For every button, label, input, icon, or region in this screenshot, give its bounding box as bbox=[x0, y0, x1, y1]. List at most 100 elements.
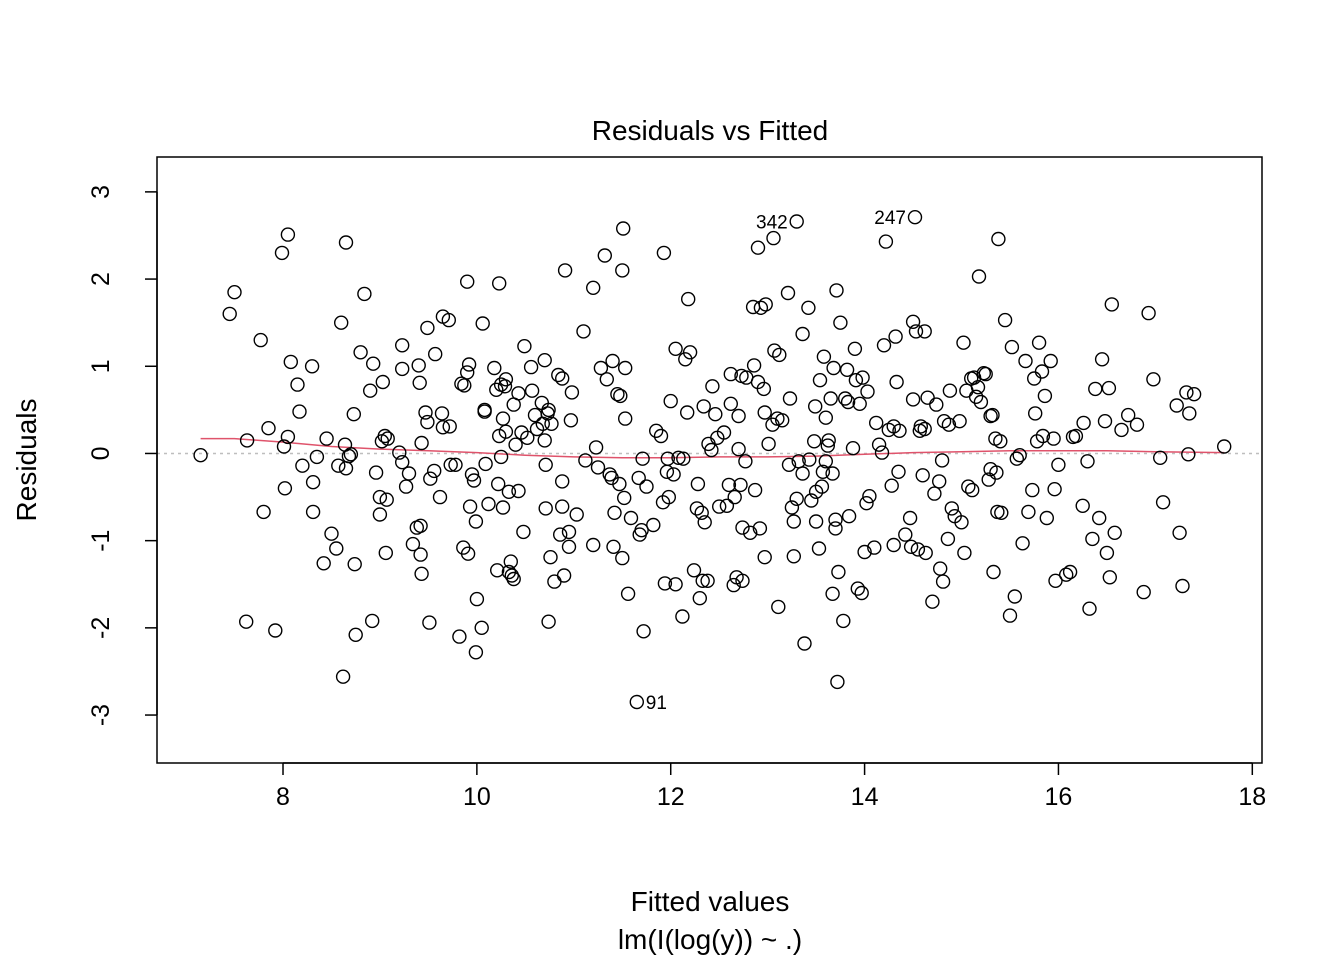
data-point bbox=[1051, 457, 1066, 472]
y-tick-label: 1 bbox=[87, 359, 115, 373]
data-point bbox=[802, 452, 817, 467]
data-point bbox=[414, 435, 429, 451]
point-label: 342 bbox=[756, 213, 788, 234]
data-point bbox=[395, 338, 410, 353]
point-label: 91 bbox=[646, 693, 667, 714]
data-point bbox=[599, 372, 614, 387]
data-point bbox=[676, 451, 691, 466]
data-point bbox=[874, 445, 890, 460]
data-point bbox=[615, 550, 630, 566]
data-point bbox=[487, 360, 502, 376]
data-point bbox=[520, 430, 535, 445]
data-point bbox=[781, 457, 797, 472]
data-point bbox=[612, 476, 627, 492]
data-point bbox=[276, 439, 292, 454]
data-point bbox=[757, 405, 772, 420]
data-point bbox=[395, 455, 410, 470]
y-axis-label: Residuals bbox=[11, 399, 42, 522]
data-point bbox=[1146, 372, 1161, 387]
data-point bbox=[942, 383, 958, 398]
data-point bbox=[1002, 608, 1018, 623]
data-point bbox=[756, 381, 771, 397]
data-point bbox=[435, 420, 451, 435]
data-point bbox=[989, 465, 1004, 480]
data-point bbox=[290, 377, 305, 392]
smooth-line bbox=[200, 437, 1225, 459]
data-point bbox=[561, 524, 577, 540]
data-point bbox=[615, 263, 630, 278]
data-point bbox=[784, 500, 800, 515]
data-point bbox=[561, 539, 577, 554]
data-point bbox=[280, 429, 296, 445]
data-point bbox=[884, 478, 899, 493]
data-point bbox=[898, 527, 913, 542]
data-point bbox=[965, 482, 980, 498]
data-point bbox=[460, 274, 475, 289]
data-point bbox=[372, 489, 388, 505]
data-point bbox=[378, 545, 393, 561]
data-point bbox=[338, 235, 354, 250]
data-point bbox=[602, 467, 617, 482]
data-point bbox=[1048, 573, 1063, 588]
data-point bbox=[309, 449, 325, 465]
data-point bbox=[680, 405, 695, 420]
data-point bbox=[461, 357, 477, 372]
data-point bbox=[544, 416, 559, 431]
data-point bbox=[871, 437, 887, 452]
data-point bbox=[801, 300, 816, 315]
data-point bbox=[646, 517, 661, 533]
y-tick-label: -1 bbox=[87, 530, 115, 552]
data-point bbox=[503, 554, 518, 569]
data-point bbox=[836, 613, 851, 629]
data-point bbox=[815, 464, 831, 479]
data-point bbox=[839, 362, 855, 377]
data-point bbox=[1114, 422, 1129, 438]
data-point bbox=[441, 312, 456, 328]
data-point bbox=[593, 360, 609, 376]
data-point bbox=[564, 385, 580, 400]
data-point bbox=[1175, 578, 1190, 594]
data-point bbox=[886, 537, 901, 553]
data-point bbox=[696, 399, 711, 414]
data-point bbox=[1026, 371, 1042, 386]
data-point bbox=[555, 499, 570, 514]
data-point bbox=[1015, 536, 1030, 551]
data-point bbox=[398, 479, 414, 494]
data-point bbox=[1034, 364, 1050, 379]
data-point bbox=[1094, 352, 1110, 367]
data-point bbox=[786, 549, 801, 564]
data-point bbox=[686, 563, 702, 578]
data-point bbox=[932, 474, 947, 489]
data-point bbox=[830, 674, 845, 690]
data-point bbox=[412, 375, 427, 390]
data-point bbox=[1181, 447, 1196, 462]
data-point bbox=[795, 466, 810, 481]
data-point bbox=[818, 410, 833, 425]
data-point bbox=[957, 545, 972, 561]
data-point bbox=[586, 537, 601, 553]
data-point bbox=[590, 460, 606, 475]
smooth-line-layer bbox=[200, 437, 1225, 459]
data-point bbox=[660, 451, 675, 466]
data-point bbox=[538, 457, 553, 472]
data-point bbox=[848, 373, 864, 388]
data-point bbox=[347, 557, 362, 572]
plot-frame bbox=[156, 156, 1263, 764]
data-point bbox=[1046, 431, 1061, 446]
data-point bbox=[761, 436, 776, 452]
data-point bbox=[553, 527, 568, 542]
data-point bbox=[541, 402, 556, 418]
data-point bbox=[705, 379, 720, 394]
data-point bbox=[661, 489, 676, 505]
data-point bbox=[631, 470, 646, 486]
data-point bbox=[735, 520, 750, 535]
data-point bbox=[731, 441, 746, 457]
points-layer bbox=[193, 209, 1232, 710]
data-point bbox=[775, 413, 790, 428]
data-point bbox=[936, 414, 952, 429]
data-point bbox=[277, 481, 293, 496]
data-point bbox=[588, 440, 604, 455]
data-point bbox=[727, 489, 742, 505]
data-point bbox=[1047, 482, 1062, 497]
data-point bbox=[681, 291, 696, 307]
